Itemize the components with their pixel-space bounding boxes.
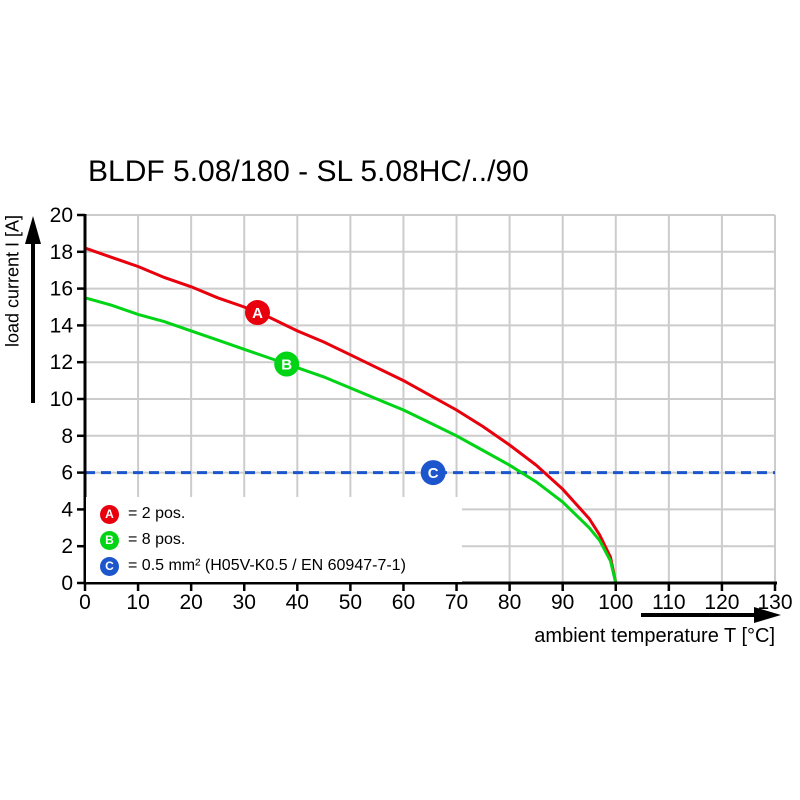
y-tick-label-4: 4 [61,498,73,521]
curve-marker-a [245,300,270,326]
chart-title: BLDF 5.08/180 - SL 5.08HC/../90 [88,155,529,188]
curve-marker-b [274,351,300,377]
y-tick-label-10: 10 [50,388,73,411]
y-tick-label-20: 20 [50,204,73,227]
x-tick-label-130: 130 [757,591,792,614]
legend: A = 2 pos. B = 8 pos. C = 0.5 mm² (H05V-… [86,497,462,582]
series-b-letter: B [105,533,114,547]
y-tick-label-14: 14 [50,314,74,337]
y-tick-label-16: 16 [50,278,73,301]
x-tick-label-100: 100 [598,591,633,614]
series-c-dot-icon: C [100,556,119,576]
legend-item-a: A = 2 pos. [86,501,462,527]
curve-marker-letter-a: A [252,305,263,322]
x-axis-title: ambient temperature T [°C] [534,625,775,647]
x-tick-label-40: 40 [286,591,309,614]
y-tick-label-2: 2 [61,535,73,558]
x-axis-arrowhead-icon [754,607,781,623]
x-tick-label-110: 110 [652,591,685,614]
x-tick-label-90: 90 [551,591,574,614]
x-tick-label-80: 80 [498,591,521,614]
y-tick-label-18: 18 [50,241,73,264]
series-c-letter: C [105,559,114,573]
legend-item-b: B = 8 pos. [86,527,462,553]
x-tick-label-30: 30 [233,591,256,614]
series-a-letter: A [105,507,114,521]
x-tick-label-0: 0 [79,591,91,614]
series-curve-b [84,296,618,584]
y-tick-label-12: 12 [50,351,73,374]
series-b-dot-icon: B [100,530,119,550]
x-tick-label-60: 60 [392,591,415,614]
legend-label-a: = 2 pos. [128,505,186,522]
x-tick-label-70: 70 [445,591,468,614]
legend-label-b: = 8 pos. [128,531,186,548]
legend-item-c: C = 0.5 mm² (H05V-K0.5 / EN 60947-7-1) [86,553,462,579]
y-axis-title: load current I [A] [2,214,23,348]
x-tick-label-10: 10 [126,591,149,614]
curve-marker-letter-b: B [281,357,292,374]
y-tick-label-6: 6 [61,462,73,485]
series-a-dot-icon: A [100,504,119,524]
x-tick-label-50: 50 [339,591,362,614]
y-axis-arrowhead-icon [25,216,41,244]
legend-label-c: = 0.5 mm² (H05V-K0.5 / EN 60947-7-1) [128,557,406,574]
y-tick-label-8: 8 [61,425,73,448]
y-tick-label-0: 0 [61,572,73,595]
x-tick-label-20: 20 [179,591,202,614]
curve-marker-c [420,460,446,486]
series-curve-a [84,246,618,584]
curve-marker-letter-c: C [428,465,439,482]
x-tick-label-120: 120 [704,591,739,614]
